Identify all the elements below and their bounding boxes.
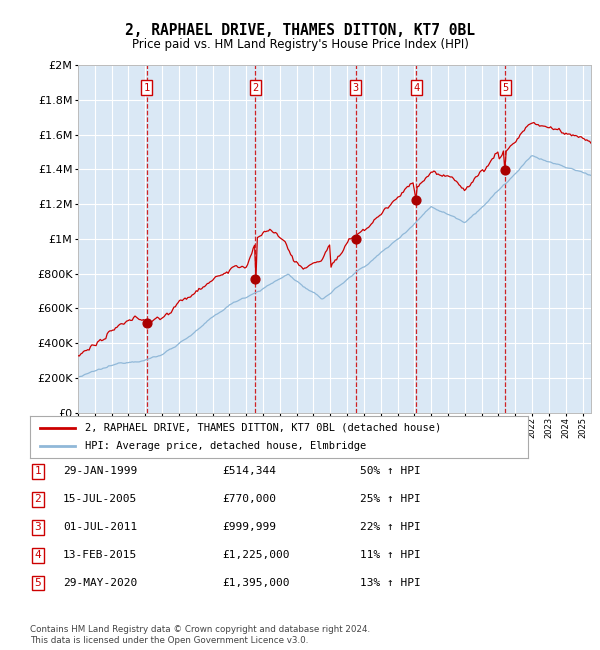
Text: 50% ↑ HPI: 50% ↑ HPI: [360, 466, 421, 476]
Text: 13-FEB-2015: 13-FEB-2015: [63, 550, 137, 560]
Text: 2: 2: [34, 494, 41, 504]
Text: £1,395,000: £1,395,000: [222, 578, 290, 588]
Text: Price paid vs. HM Land Registry's House Price Index (HPI): Price paid vs. HM Land Registry's House …: [131, 38, 469, 51]
Text: 5: 5: [34, 578, 41, 588]
Text: 3: 3: [34, 522, 41, 532]
Text: £514,344: £514,344: [222, 466, 276, 476]
Text: 29-JAN-1999: 29-JAN-1999: [63, 466, 137, 476]
Text: HPI: Average price, detached house, Elmbridge: HPI: Average price, detached house, Elmb…: [85, 441, 366, 451]
Text: 4: 4: [34, 550, 41, 560]
Text: 3: 3: [352, 83, 359, 92]
Text: 2, RAPHAEL DRIVE, THAMES DITTON, KT7 0BL (detached house): 2, RAPHAEL DRIVE, THAMES DITTON, KT7 0BL…: [85, 423, 441, 433]
Text: 25% ↑ HPI: 25% ↑ HPI: [360, 494, 421, 504]
Text: 11% ↑ HPI: 11% ↑ HPI: [360, 550, 421, 560]
Text: 1: 1: [34, 466, 41, 476]
Text: 22% ↑ HPI: 22% ↑ HPI: [360, 522, 421, 532]
Text: £999,999: £999,999: [222, 522, 276, 532]
Point: [142, 318, 151, 328]
Text: Contains HM Land Registry data © Crown copyright and database right 2024.
This d: Contains HM Land Registry data © Crown c…: [30, 625, 370, 645]
Text: 4: 4: [413, 83, 419, 92]
Point: [250, 274, 260, 284]
Text: 01-JUL-2011: 01-JUL-2011: [63, 522, 137, 532]
Text: 1: 1: [143, 83, 150, 92]
Text: 29-MAY-2020: 29-MAY-2020: [63, 578, 137, 588]
Point: [351, 234, 361, 244]
Text: 13% ↑ HPI: 13% ↑ HPI: [360, 578, 421, 588]
Text: £770,000: £770,000: [222, 494, 276, 504]
Text: £1,225,000: £1,225,000: [222, 550, 290, 560]
Text: 2: 2: [252, 83, 259, 92]
Point: [412, 194, 421, 205]
Text: 15-JUL-2005: 15-JUL-2005: [63, 494, 137, 504]
Point: [500, 165, 510, 176]
Text: 2, RAPHAEL DRIVE, THAMES DITTON, KT7 0BL: 2, RAPHAEL DRIVE, THAMES DITTON, KT7 0BL: [125, 23, 475, 38]
Text: 5: 5: [502, 83, 509, 92]
